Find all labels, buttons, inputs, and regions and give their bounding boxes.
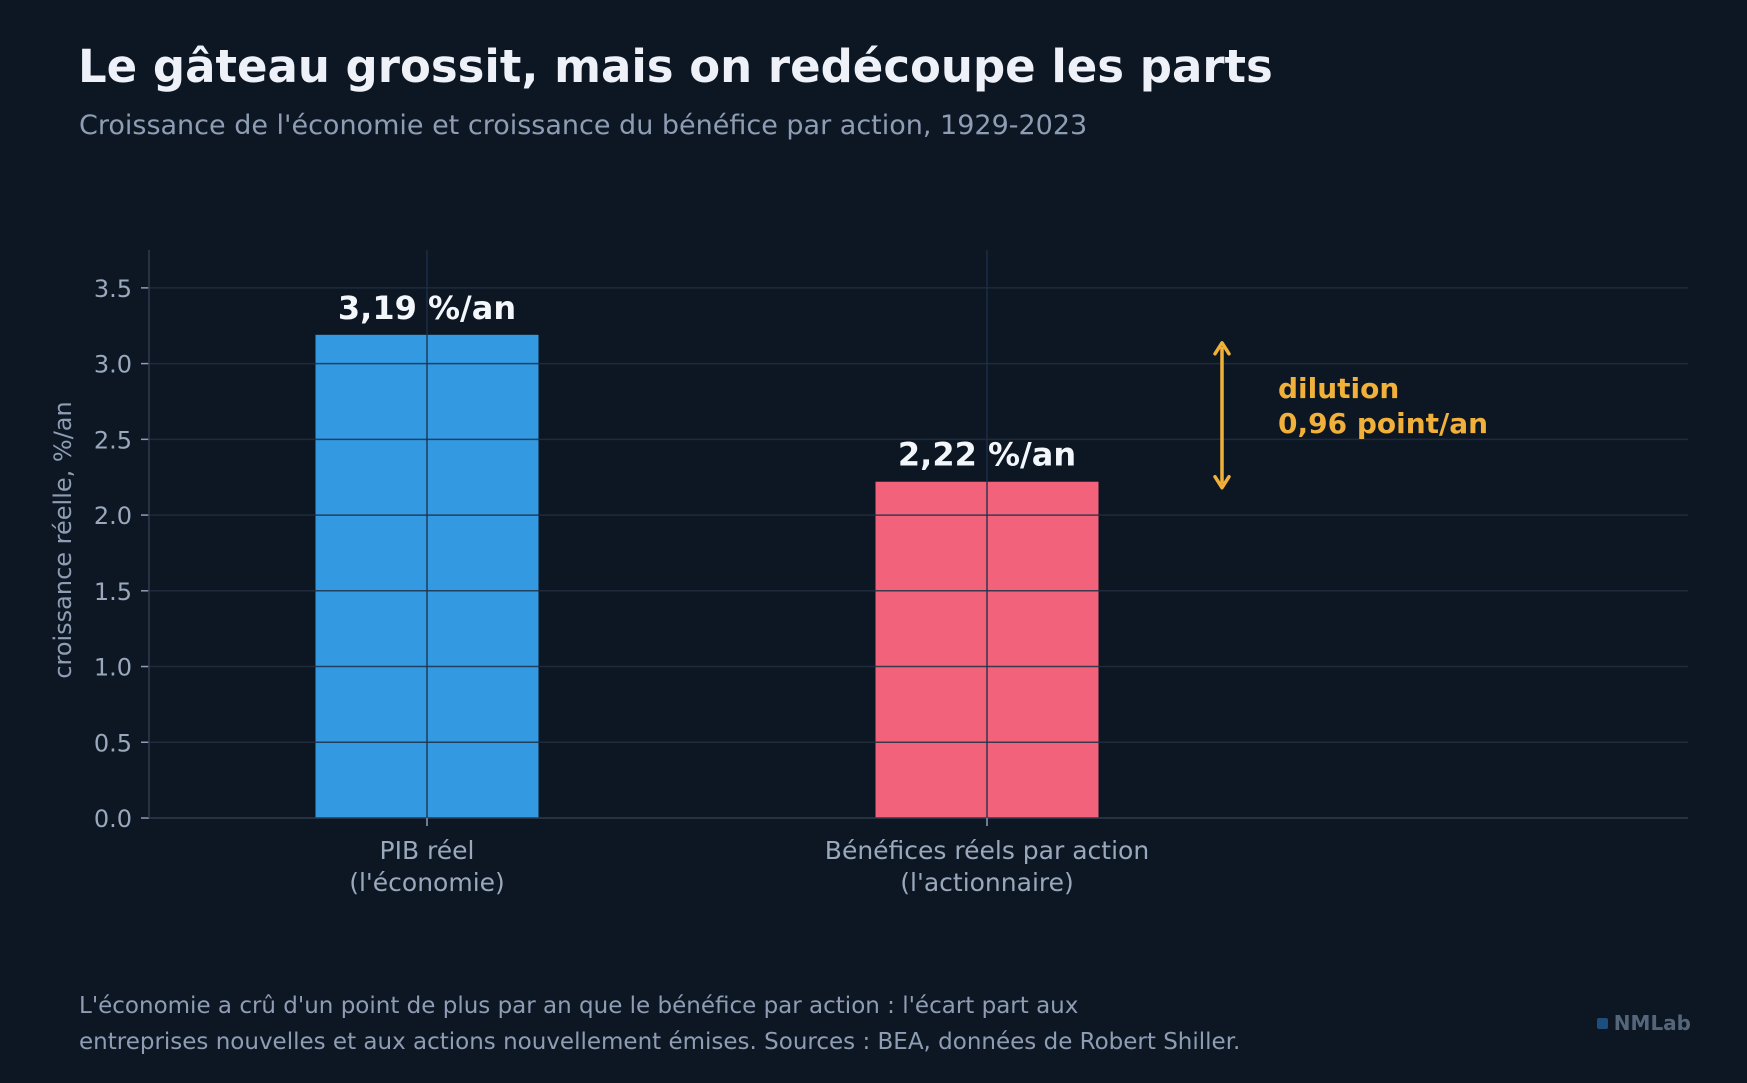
dilution-arrow-head-down [1213, 474, 1231, 490]
y-tick-label: 0.5 [94, 729, 132, 757]
y-tick-label: 1.0 [94, 654, 132, 682]
footer-note: L'économie a crû d'un point de plus par … [79, 988, 1240, 1060]
brand-name: NMLab [1613, 1011, 1691, 1035]
data-label: 2,22 %/an [898, 436, 1076, 474]
y-tick-label: 3.0 [94, 351, 132, 379]
brand-mark-icon [1596, 1017, 1608, 1029]
footer-line-1: L'économie a crû d'un point de plus par … [79, 993, 1079, 1019]
footer-line-2: entreprises nouvelles et aux actions nou… [79, 1029, 1241, 1055]
x-tick-label: Bénéfices réels par action [825, 836, 1149, 865]
x-tick-label: PIB réel [380, 836, 475, 865]
y-axis-label: croissance réelle, %/an [49, 401, 77, 678]
data-label: 3,19 %/an [338, 289, 516, 327]
y-tick-label: 0.0 [94, 805, 132, 833]
x-tick-label: (l'économie) [349, 868, 505, 897]
chart-title: Le gâteau grossit, mais on redécoupe les… [78, 40, 1273, 93]
brand-logo: NMLab [1596, 1011, 1691, 1035]
y-tick-label: 3.5 [94, 275, 132, 303]
x-tick-label: (l'actionnaire) [900, 868, 1074, 897]
y-tick-label: 1.5 [94, 578, 132, 606]
y-tick-label: 2.0 [94, 502, 132, 530]
dilution-arrow-head-up [1213, 341, 1231, 356]
dilution-annotation-label: 0,96 point/an [1278, 407, 1488, 440]
y-tick-label: 2.5 [94, 426, 132, 454]
chart-subtitle: Croissance de l'économie et croissance d… [79, 110, 1088, 141]
dilution-annotation-label: dilution [1278, 372, 1399, 405]
